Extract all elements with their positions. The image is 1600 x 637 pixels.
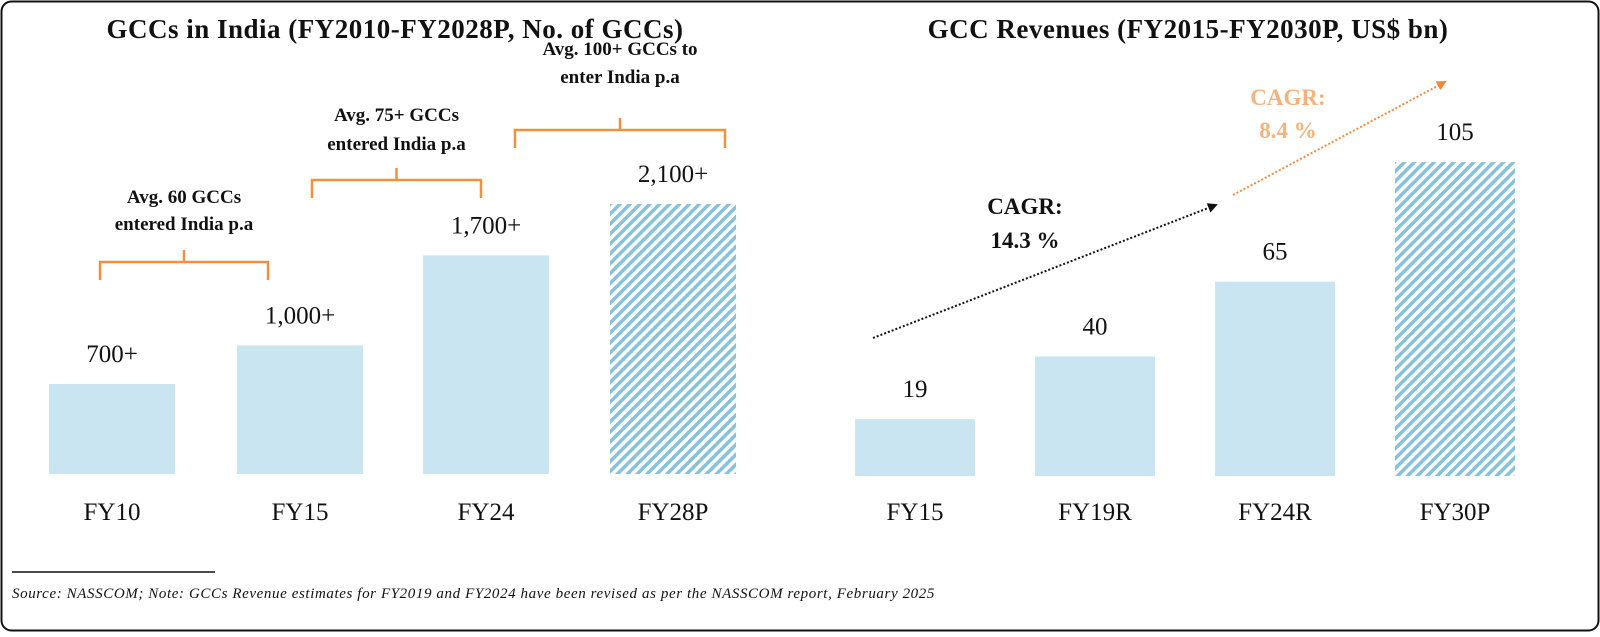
cagr-projected-value: 8.4 % (1259, 118, 1317, 143)
annotation-text: Avg. 100+ GCCs to (542, 39, 697, 60)
annotation-text: enter India p.a (560, 67, 680, 88)
cagr-projected-label: CAGR: (1250, 85, 1325, 110)
data-label: 40 (1083, 313, 1108, 340)
cagr-historic-label: CAGR: (987, 194, 1062, 219)
bar-fy10 (49, 383, 175, 474)
data-label: 65 (1263, 239, 1288, 266)
left-chart: 700+ FY10 1,000+ FY15 1,700+ FY24 2,100+ FY28P A… (49, 39, 736, 526)
cagr-arrow-projected (1232, 81, 1447, 196)
bar-fy15 (237, 345, 363, 474)
bar-fy15 (855, 419, 975, 476)
x-tick-label: FY15 (887, 499, 944, 526)
cagr-historic-value: 14.3 % (991, 228, 1060, 253)
cagr-arrow-historic (872, 203, 1218, 339)
x-tick-label: FY19R (1058, 499, 1132, 526)
bracket (310, 168, 483, 198)
data-label: 19 (903, 376, 928, 403)
bracket (98, 250, 270, 280)
right-chart: 19 FY15 40 FY19R 65 FY24R 105 FY30P (855, 119, 1515, 526)
bar-fy24 (423, 255, 549, 474)
data-label: 2,100+ (638, 161, 708, 188)
x-tick-label: FY10 (84, 499, 141, 526)
data-label: 1,000+ (265, 302, 335, 329)
bar-fy24r (1215, 281, 1335, 476)
annotation-text: entered India p.a (327, 134, 466, 155)
data-label: 1,700+ (451, 212, 521, 239)
bar-fy30p (1395, 162, 1515, 477)
annotation-text: Avg. 75+ GCCs (334, 105, 459, 126)
x-tick-label: FY15 (272, 499, 329, 526)
annotation-text: entered India p.a (115, 214, 254, 235)
left-chart-title: GCCs in India (FY2010-FY2028P, No. of GC… (106, 14, 683, 44)
bar-fy28p (610, 203, 736, 474)
right-chart-title: GCC Revenues (FY2015-FY2030P, US$ bn) (928, 14, 1449, 44)
x-tick-label: FY24 (458, 499, 515, 526)
annotation-text: Avg. 60 GCCs (127, 187, 241, 208)
x-tick-label: FY28P (638, 499, 709, 526)
data-label: 700+ (86, 341, 138, 368)
x-tick-label: FY30P (1420, 499, 1491, 526)
x-tick-label: FY24R (1238, 499, 1312, 526)
bracket (513, 118, 727, 148)
data-label: 105 (1436, 119, 1474, 146)
bar-fy19r (1035, 356, 1155, 476)
footnote: Source: NASSCOM; Note: GCCs Revenue esti… (12, 586, 935, 602)
